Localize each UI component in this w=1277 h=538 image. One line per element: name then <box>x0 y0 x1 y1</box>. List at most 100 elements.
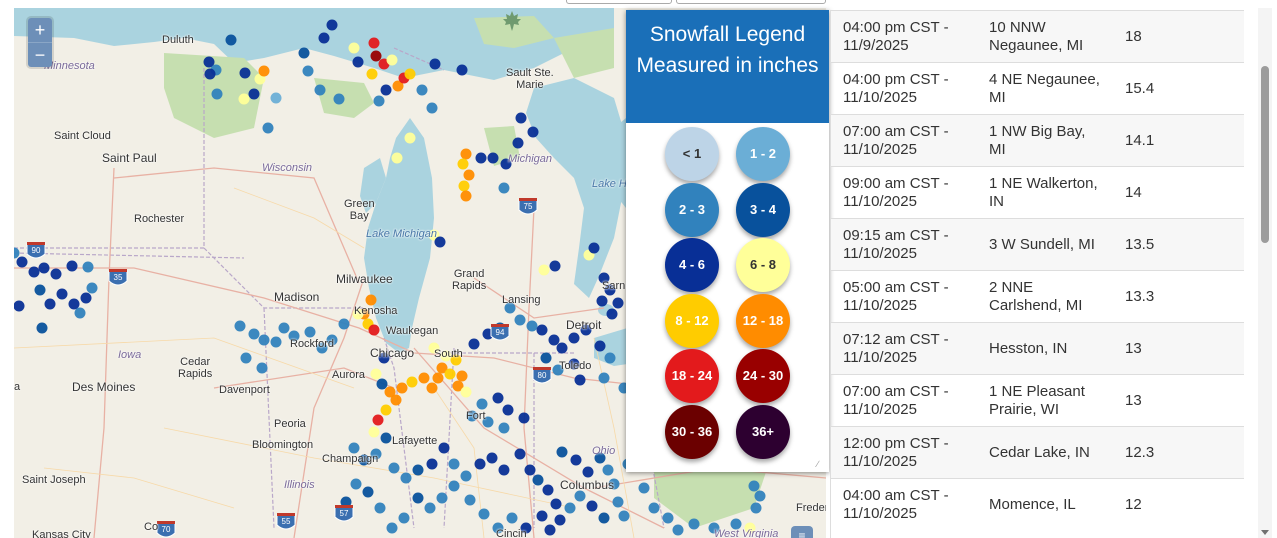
layers-icon[interactable]: ≡ <box>791 526 813 538</box>
snowfall-marker[interactable] <box>396 382 408 394</box>
snowfall-marker[interactable] <box>436 362 448 374</box>
snowfall-marker[interactable] <box>568 332 580 344</box>
snowfall-marker[interactable] <box>556 342 568 354</box>
table-row[interactable]: 04:00 pm CST - 11/9/2025 10 NNW Negaunee,… <box>831 10 1244 63</box>
snowfall-marker[interactable] <box>350 478 362 490</box>
snowfall-marker[interactable] <box>38 262 50 274</box>
snowfall-marker[interactable] <box>618 510 630 522</box>
scrollbar-thumb[interactable] <box>1261 66 1269 243</box>
snowfall-marker[interactable] <box>28 266 40 278</box>
snowfall-marker[interactable] <box>426 382 438 394</box>
snowfall-marker[interactable] <box>504 302 516 314</box>
snowfall-marker[interactable] <box>234 320 246 332</box>
snowfall-marker[interactable] <box>352 308 364 320</box>
snowfall-marker[interactable] <box>428 342 440 354</box>
snowfall-marker[interactable] <box>304 326 316 338</box>
snowfall-marker[interactable] <box>580 324 592 336</box>
snowfall-marker[interactable] <box>464 494 476 506</box>
table-row[interactable]: 09:15 am CST - 11/10/2025 3 W Sundell, MI… <box>831 218 1244 271</box>
snowfall-marker[interactable] <box>586 500 598 512</box>
snowfall-marker[interactable] <box>596 295 608 307</box>
snowfall-marker[interactable] <box>374 502 386 514</box>
snowfall-marker[interactable] <box>598 372 610 384</box>
snowfall-marker[interactable] <box>476 398 488 410</box>
snowfall-marker[interactable] <box>436 492 448 504</box>
snowfall-marker[interactable] <box>238 93 250 105</box>
snowfall-marker[interactable] <box>326 19 338 31</box>
snowfall-marker[interactable] <box>365 294 377 306</box>
snowfall-marker[interactable] <box>376 378 388 390</box>
snowfall-marker[interactable] <box>568 358 580 370</box>
snowfall-marker[interactable] <box>604 352 616 364</box>
snowfall-marker[interactable] <box>314 84 326 96</box>
table-row[interactable]: 04:00 am CST - 11/10/2025 Momence, IL 12 <box>831 478 1244 531</box>
snowfall-marker[interactable] <box>458 180 470 192</box>
snowfall-marker[interactable] <box>750 502 762 514</box>
snowfall-marker[interactable] <box>474 458 486 470</box>
snowfall-marker[interactable] <box>288 330 300 342</box>
snowfall-marker[interactable] <box>688 518 700 530</box>
scroll-down-arrow-icon[interactable] <box>1261 530 1269 535</box>
snowfall-marker[interactable] <box>432 372 444 384</box>
page-scrollbar[interactable] <box>1258 8 1272 538</box>
snowfall-marker[interactable] <box>56 288 68 300</box>
snowfall-marker[interactable] <box>708 522 720 534</box>
snowfall-marker[interactable] <box>672 524 684 536</box>
snowfall-marker[interactable] <box>16 256 28 268</box>
snowfall-marker[interactable] <box>240 352 252 364</box>
snowfall-marker[interactable] <box>80 292 92 304</box>
snowfall-marker[interactable] <box>744 522 756 534</box>
snowfall-marker[interactable] <box>460 386 472 398</box>
snowfall-marker[interactable] <box>515 112 527 124</box>
snowfall-marker[interactable] <box>352 56 364 68</box>
snowfall-marker[interactable] <box>518 412 530 424</box>
snowfall-marker[interactable] <box>380 432 392 444</box>
snowfall-marker[interactable] <box>338 318 350 330</box>
snowfall-marker[interactable] <box>536 510 548 522</box>
snowfall-marker[interactable] <box>448 480 460 492</box>
snowfall-marker[interactable] <box>316 342 328 354</box>
snowfall-marker[interactable] <box>478 508 490 520</box>
snowfall-marker[interactable] <box>487 152 499 164</box>
snowfall-marker[interactable] <box>368 324 380 336</box>
snowfall-marker[interactable] <box>392 80 404 92</box>
snowfall-marker[interactable] <box>468 338 480 350</box>
snowfall-marker[interactable] <box>612 496 624 508</box>
snowfall-marker[interactable] <box>540 352 552 364</box>
snowfall-marker[interactable] <box>514 448 526 460</box>
snowfall-marker[interactable] <box>66 260 78 272</box>
snowfall-marker[interactable] <box>574 490 586 502</box>
snowfall-marker[interactable] <box>582 466 594 478</box>
snowfall-marker[interactable] <box>400 472 412 484</box>
snowfall-marker[interactable] <box>730 518 742 530</box>
snowfall-marker[interactable] <box>82 261 94 273</box>
table-row[interactable]: 05:00 am CST - 11/10/2025 2 NNE Carlshend… <box>831 270 1244 323</box>
snowfall-marker[interactable] <box>270 336 282 348</box>
snowfall-marker[interactable] <box>460 190 472 202</box>
snowfall-marker[interactable] <box>602 464 614 476</box>
snowfall-marker[interactable] <box>448 458 460 470</box>
snowfall-marker[interactable] <box>50 268 62 280</box>
snowfall-marker[interactable] <box>211 88 223 100</box>
snowfall-marker[interactable] <box>550 498 562 510</box>
snowfall-marker[interactable] <box>475 152 487 164</box>
snowfall-marker[interactable] <box>44 298 56 310</box>
snowfall-marker[interactable] <box>460 470 472 482</box>
snowfall-marker[interactable] <box>378 352 390 364</box>
snowfall-marker[interactable] <box>538 264 550 276</box>
snowfall-marker[interactable] <box>203 56 215 68</box>
snowfall-marker[interactable] <box>527 126 539 138</box>
snowfall-marker[interactable] <box>754 490 766 502</box>
snowfall-marker[interactable] <box>434 236 446 248</box>
snowfall-marker[interactable] <box>225 34 237 46</box>
snowfall-marker[interactable] <box>608 478 620 490</box>
snowfall-marker[interactable] <box>606 308 618 320</box>
snowfall-marker[interactable] <box>386 522 398 534</box>
snowfall-marker[interactable] <box>14 247 20 259</box>
snowfall-marker[interactable] <box>333 93 345 105</box>
zoom-out-button[interactable]: − <box>28 42 52 67</box>
snowfall-marker[interactable] <box>552 364 564 376</box>
table-row[interactable]: 07:00 am CST - 11/10/2025 1 NW Big Bay, M… <box>831 114 1244 167</box>
snowfall-marker[interactable] <box>598 272 610 284</box>
snowfall-marker[interactable] <box>604 284 616 296</box>
